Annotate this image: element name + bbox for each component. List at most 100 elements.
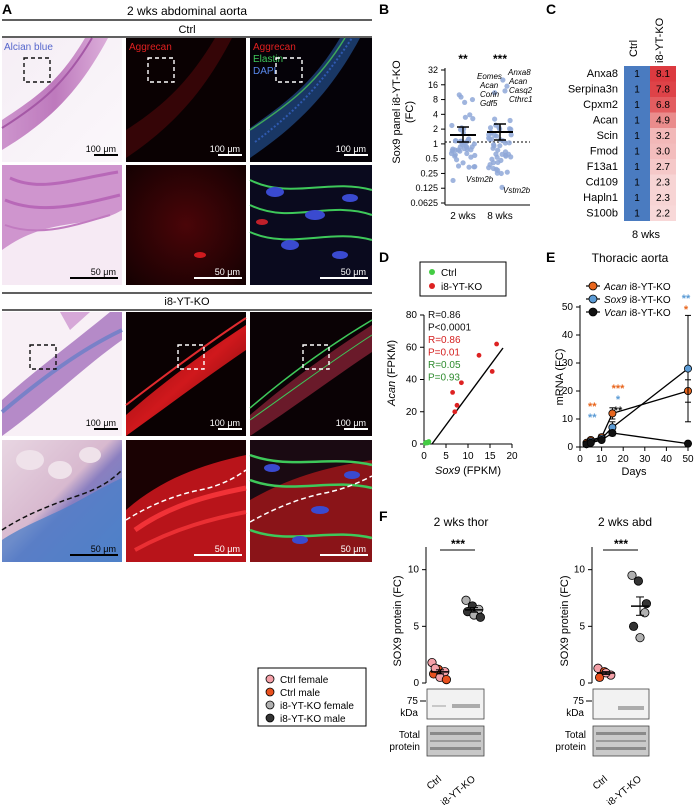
panel-f-ytick-label: 0 <box>579 678 585 689</box>
panel-d-ytick-label: 40 <box>406 375 418 386</box>
scale-label: 50 μm <box>91 544 116 554</box>
heatmap-gene-label: Hapln1 <box>583 192 618 204</box>
ctrl-aggrecan-zoom: 50 μm <box>126 165 246 285</box>
panel-b-dot-2wk <box>457 127 464 133</box>
panel-b-ytick-label: 0.125 <box>415 183 438 193</box>
heatmap-value-ctrl: 1 <box>634 193 640 204</box>
panel-d-xtick-label: 20 <box>506 451 518 462</box>
panel-f-point-ctrl <box>441 674 451 685</box>
panel-b-dot-8wk <box>490 145 496 151</box>
heatmap-value-ctrl: 1 <box>634 131 640 142</box>
gene-anxa8: Anxa8 <box>507 68 531 77</box>
heatmap-value-ctrl: 1 <box>634 85 640 96</box>
heatmap-cell-ko <box>650 112 676 128</box>
panel-e-point <box>608 409 617 418</box>
scale-label: 50 μm <box>341 544 366 554</box>
panel-b-sig-2wk: ** <box>458 52 468 66</box>
sig-sox9-d15: * <box>616 394 621 406</box>
panel-b-dot-2wk <box>455 147 461 153</box>
sig-acan-d15: *** <box>612 383 626 395</box>
panel-d-point-ko <box>489 369 495 374</box>
heatmap-gene-label: F13a1 <box>587 161 618 173</box>
panel-b-ytick-label: 0.25 <box>420 168 438 178</box>
ko-header: i8-YT-KO <box>164 296 210 308</box>
ko-alcian-zoom: 50 μm <box>1 440 123 562</box>
panel-e-point <box>597 435 606 444</box>
panel-d-point-ko <box>452 409 458 415</box>
panel-b-ytick-label: 8 <box>433 95 438 105</box>
panel-a-title: 2 wks abdominal aorta <box>127 4 247 18</box>
panel-d-ytick-label: 60 <box>406 342 418 353</box>
f-thor-xcat-ctrl: Ctrl <box>425 774 444 792</box>
panel-b-dot-8wk <box>508 126 514 132</box>
blot-unit: kDa <box>566 708 584 719</box>
panel-b-dot-8wk <box>487 162 493 168</box>
panel-e-point <box>608 428 617 437</box>
panel-b-dot-2wk <box>467 112 473 118</box>
panel-d-stat: R=0.05 <box>428 360 461 371</box>
panel-b-dot-8wk <box>508 154 514 160</box>
sex-legend-marker <box>265 713 275 723</box>
panel-b-ytick-label: 1 <box>433 139 438 149</box>
heatmap-value-ko: 3.2 <box>656 131 670 142</box>
panel-b-letter: B <box>379 1 389 17</box>
ctrl-merge-zoom: 50 μm <box>249 165 373 285</box>
panel-b-dot-2wk <box>462 99 468 106</box>
heatmap-cell-ko <box>650 81 676 97</box>
panel-e-ytick-label: 0 <box>567 442 573 453</box>
heatmap-value-ctrl: 1 <box>634 69 640 80</box>
merge-label-dapi: DAPI <box>253 66 276 77</box>
panel-c-col-ko: i8-YT-KO <box>654 17 666 63</box>
gene-corin: Corin <box>480 90 500 99</box>
panel-b-dot-2wk <box>466 164 472 170</box>
ctrl-aggrecan-image: Aggrecan 100 μm <box>126 38 246 162</box>
panel-b-dot-8wk <box>492 116 498 122</box>
heatmap-value-ctrl: 1 <box>634 178 640 189</box>
scale-label: 50 μm <box>215 544 240 554</box>
heatmap-gene-label: Acan <box>593 115 618 127</box>
sig-acan-d5: ** <box>588 401 597 413</box>
panel-b-ytick-label: 2 <box>433 124 438 134</box>
panel-d-ylabel: Acan (FPKM) <box>386 340 398 407</box>
heatmap-cell-ctrl <box>624 190 650 206</box>
blot-unit: kDa <box>400 708 418 719</box>
heatmap-cell-ctrl <box>624 143 650 159</box>
ko-merge-zoom: 50 μm <box>249 440 373 562</box>
panel-e-ytick-label: 10 <box>562 414 574 425</box>
sex-legend-label: Ctrl female <box>280 675 329 686</box>
f-abd-xcat-ctrl: Ctrl <box>591 774 610 792</box>
panel-b-dot-8wk <box>495 159 501 166</box>
sex-legend-label: Ctrl male <box>280 688 320 699</box>
panel-e-xtick-label: 30 <box>639 454 651 465</box>
panel-b-dot-2wk <box>460 160 466 166</box>
scale-label: 100 μm <box>336 144 366 154</box>
panel-b-dot-2wk <box>466 136 472 142</box>
panel-b-dot-2wk <box>468 147 474 153</box>
panel-b-dot-2wk <box>450 177 456 184</box>
gene-acan-8wk: Acan <box>508 77 528 86</box>
panel-b-ytick-label: 4 <box>433 109 438 119</box>
sex-legend-label: i8-YT-KO male <box>280 714 346 725</box>
sex-legend-marker <box>265 700 275 710</box>
panel-d-xtick-label: 15 <box>484 451 496 462</box>
heatmap-value-ctrl: 1 <box>634 162 640 173</box>
alcian-blue-label: Alcian blue <box>4 42 53 53</box>
panel-d-ytick-label: 20 <box>406 407 418 418</box>
ko-alcian-image: 100 μm <box>0 312 123 436</box>
panel-e-legend-label: Vcan i8-YT-KO <box>604 308 671 319</box>
panel-b-ytick-label: 0.0625 <box>410 198 438 208</box>
panel-d-ytick-label: 0 <box>411 439 417 450</box>
heatmap-cell-ko <box>650 128 676 144</box>
panel-b-dot-8wk <box>499 184 505 190</box>
panel-e-ytick-label: 30 <box>562 358 574 369</box>
ctrl-alcian-image: Alcian blue 100 μm <box>1 37 122 162</box>
panel-e-ylabel: mRNA (FC) <box>554 349 566 406</box>
panel-f-thor-blot: 75 kDa Total protein <box>389 688 485 757</box>
panel-b-dot-8wk <box>492 90 498 96</box>
gene-gdf5: Gdf5 <box>480 99 498 108</box>
heatmap-cell-ko <box>650 66 676 82</box>
ko-merge-image: 100 μm <box>249 312 373 436</box>
heatmap-gene-label: Scin <box>597 130 618 142</box>
panel-b-dot-8wk <box>502 88 508 94</box>
